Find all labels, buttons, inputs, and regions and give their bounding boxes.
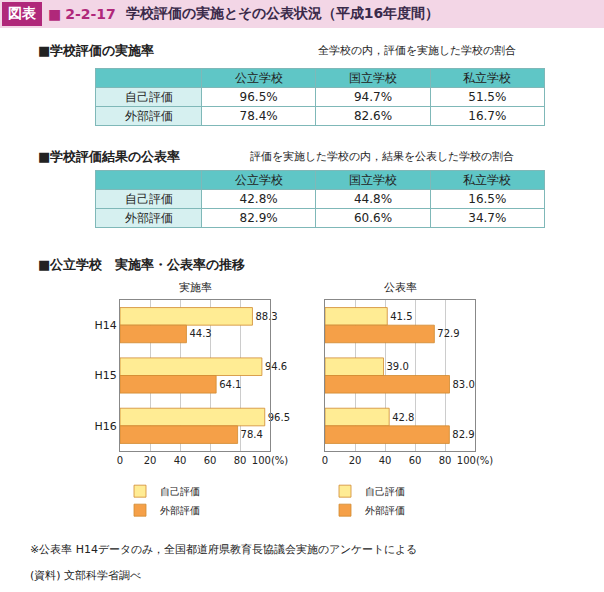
svg-text:44.3: 44.3: [189, 328, 211, 339]
html-text:国立学校: 国立学校: [349, 70, 397, 85]
svg-text:80: 80: [234, 455, 247, 466]
svg-text:39.0: 39.0: [387, 361, 409, 372]
html-text:図表: 図表: [8, 5, 36, 21]
svg-text:100(%): 100(%): [252, 455, 288, 466]
svg-text:40: 40: [174, 455, 187, 466]
html-text:82.6%: 82.6%: [353, 109, 392, 123]
svg-text:H14: H14: [95, 319, 117, 332]
svg-text:100(%): 100(%): [457, 455, 493, 466]
html-text:外部評価: 外部評価: [124, 108, 173, 123]
svg-text:H15: H15: [95, 369, 117, 382]
html-text:82.9%: 82.9%: [239, 211, 278, 225]
svg-text:64.1: 64.1: [219, 379, 241, 390]
html-text:■公立学校 実施率・公表率の推移: ■公立学校 実施率・公表率の推移: [38, 257, 246, 272]
html-text:私立学校: 私立学校: [463, 70, 512, 85]
html-text:私立学校: 私立学校: [463, 172, 512, 187]
svg-text:83.0: 83.0: [453, 379, 475, 390]
svg-text:72.9: 72.9: [437, 328, 459, 339]
html-text:自己評価: 自己評価: [124, 191, 173, 206]
html-text:評価を実施した学校の内，結果を公表した学校の割合: 評価を実施した学校の内，結果を公表した学校の割合: [250, 150, 514, 162]
svg-text:H16: H16: [95, 420, 117, 433]
html-text:■ 2-2-17: ■ 2-2-17: [48, 6, 116, 22]
html-text:全学校の内，評価を実施した学校の割合: 全学校の内，評価を実施した学校の割合: [318, 44, 516, 56]
svg-text:40: 40: [379, 455, 392, 466]
svg-text:公表率: 公表率: [384, 281, 417, 294]
svg-text:外部評価: 外部評価: [365, 505, 405, 516]
svg-text:20: 20: [144, 455, 157, 466]
svg-text:88.3: 88.3: [255, 311, 277, 322]
svg-text:78.4: 78.4: [241, 429, 263, 440]
svg-text:60: 60: [409, 455, 422, 466]
svg-text:20: 20: [349, 455, 362, 466]
html-text:16.5%: 16.5%: [468, 192, 507, 206]
svg-text:42.8: 42.8: [392, 412, 414, 423]
html-text:自己評価: 自己評価: [124, 89, 173, 104]
html-text:60.6%: 60.6%: [353, 211, 392, 225]
html-text:外部評価: 外部評価: [124, 210, 173, 225]
html-text:■学校評価結果の公表率: ■学校評価結果の公表率: [38, 149, 181, 164]
svg-text:外部評価: 外部評価: [160, 505, 200, 516]
html-text:34.7%: 34.7%: [468, 211, 507, 225]
html-text:学校評価の実施とその公表状況（平成16年度間）: 学校評価の実施とその公表状況（平成16年度間）: [125, 5, 440, 21]
html-text:国立学校: 国立学校: [349, 172, 397, 187]
html-text:■学校評価の実施率: ■学校評価の実施率: [38, 43, 155, 58]
html-text:16.7%: 16.7%: [468, 109, 507, 123]
svg-text:94.6: 94.6: [265, 361, 287, 372]
html-text:公立学校: 公立学校: [234, 70, 283, 85]
html-text:※公表率 H14データのみ，全国都道府県教育長協議会実施のア: ※公表率 H14データのみ，全国都道府県教育長協議会実施のアンケートによる: [30, 543, 417, 556]
html-text:(資料) 文部科学省調べ: (資料) 文部科学省調べ: [30, 569, 142, 582]
html-text:公立学校: 公立学校: [234, 172, 283, 187]
html-text:78.4%: 78.4%: [239, 109, 278, 123]
svg-text:0: 0: [322, 455, 328, 466]
svg-text:41.5: 41.5: [390, 311, 412, 322]
html-text:96.5%: 96.5%: [239, 90, 278, 104]
html-text:44.8%: 44.8%: [353, 192, 392, 206]
html-text:51.5%: 51.5%: [468, 90, 507, 104]
svg-text:実施率: 実施率: [179, 281, 212, 294]
html-text:94.7%: 94.7%: [353, 90, 392, 104]
svg-text:0: 0: [117, 455, 123, 466]
svg-text:96.5: 96.5: [268, 412, 290, 423]
svg-text:80: 80: [439, 455, 452, 466]
svg-text:60: 60: [204, 455, 217, 466]
svg-text:自己評価: 自己評価: [365, 486, 405, 497]
svg-text:82.9: 82.9: [452, 429, 474, 440]
html-text:42.8%: 42.8%: [239, 192, 278, 206]
svg-text:自己評価: 自己評価: [160, 486, 200, 497]
